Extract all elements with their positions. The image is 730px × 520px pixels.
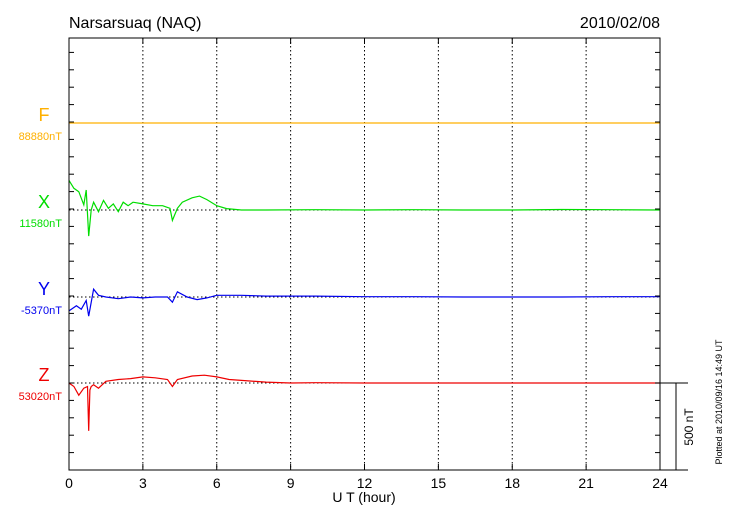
x-tick-label: 0 (65, 475, 73, 491)
chart-date: 2010/02/08 (580, 15, 660, 32)
series-baseline-label-f: 88880nT (19, 131, 63, 143)
series-name-z: Z (39, 365, 50, 385)
x-tick-label: 15 (431, 475, 447, 491)
x-tick-label: 3 (139, 475, 147, 491)
x-tick-label: 24 (652, 475, 668, 491)
x-axis-label: U T (hour) (332, 489, 395, 505)
series-baseline-label-y: -5370nT (21, 305, 62, 317)
x-tick-label: 9 (287, 475, 295, 491)
x-tick-label: 18 (504, 475, 520, 491)
x-tick-label: 21 (578, 475, 594, 491)
series-line-z (68, 374, 660, 431)
x-tick-label: 12 (357, 475, 373, 491)
scale-label: 500 nT (682, 408, 696, 446)
series-line-y (68, 287, 660, 317)
series-name-y: Y (38, 279, 50, 299)
plotted-note: Plotted at 2010/09/16 14:49 UT (714, 339, 724, 465)
series-baseline-label-z: 53020nT (19, 391, 63, 403)
series-name-x: X (38, 192, 50, 212)
series-name-f: F (39, 105, 50, 125)
series-baseline-label-x: 11580nT (19, 218, 62, 230)
chart-title: Narsarsuaq (NAQ) (69, 15, 201, 32)
series-line-x (68, 180, 661, 237)
x-tick-label: 6 (213, 475, 221, 491)
